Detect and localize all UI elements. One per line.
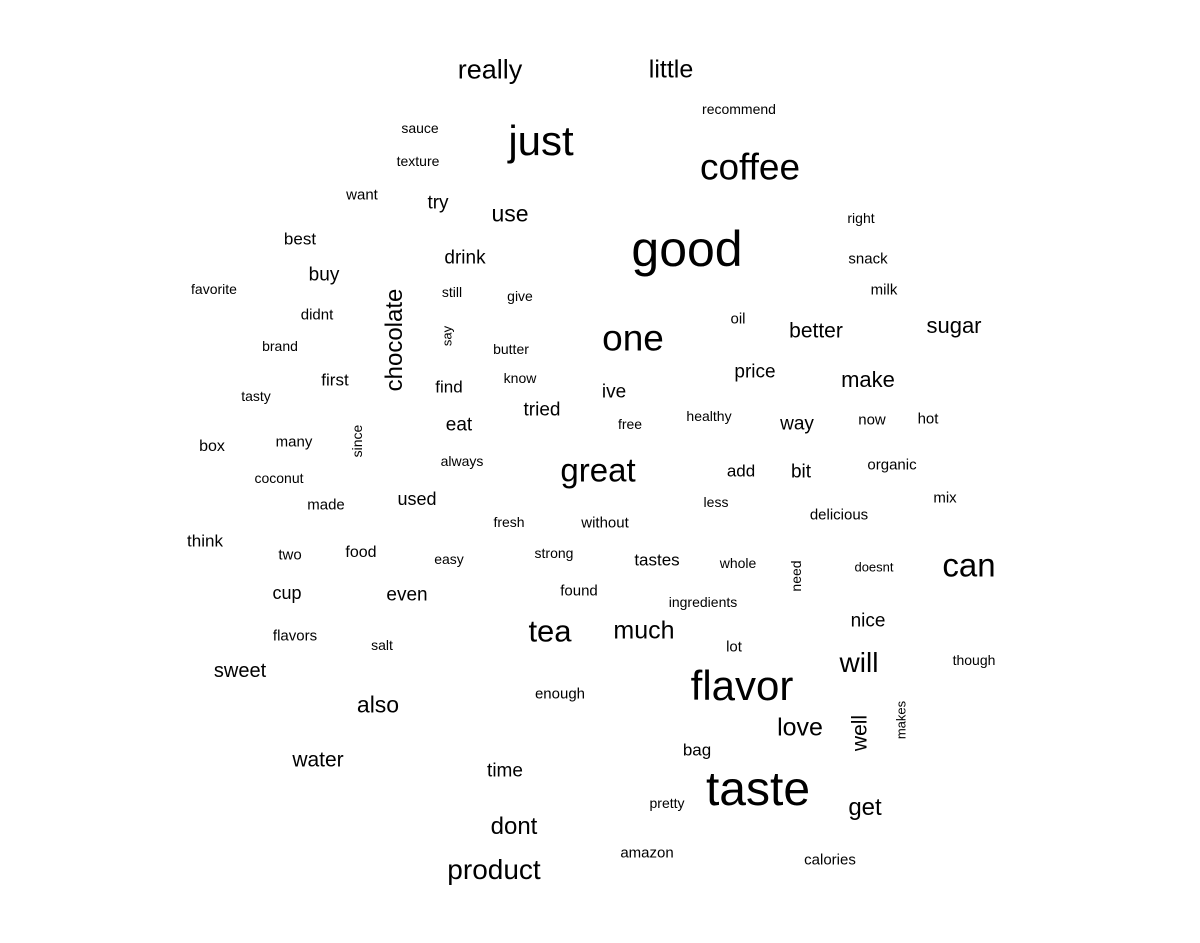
word-sweet: sweet (213, 660, 267, 682)
word-ingredients: ingredients (668, 594, 738, 610)
word-without: without (581, 514, 629, 532)
word-eat: eat (445, 414, 473, 436)
word-coconut: coconut (254, 470, 304, 486)
word-better: better (789, 319, 843, 343)
word-even: even (386, 584, 428, 606)
word-strong: strong (534, 545, 574, 561)
word-say: say (439, 325, 455, 347)
word-found: found (560, 582, 598, 600)
word-organic: organic (867, 456, 917, 474)
word-bit: bit (790, 461, 812, 483)
word-taste: taste (705, 763, 811, 816)
word-tried: tried (523, 399, 561, 421)
word-less: less (703, 494, 729, 510)
word-one: one (602, 317, 664, 359)
word-milk: milk (870, 281, 898, 299)
word-drink: drink (444, 247, 486, 269)
word-box: box (199, 438, 225, 455)
word-water: water (292, 748, 344, 772)
word-always: always (440, 453, 484, 469)
word-cup: cup (272, 583, 302, 603)
word-also: also (356, 691, 400, 718)
word-bag: bag (682, 740, 712, 760)
word-oil: oil (730, 310, 746, 328)
word-easy: easy (434, 551, 464, 567)
word-much: much (613, 616, 675, 645)
word-get: get (848, 794, 882, 821)
word-doesnt: doesnt (854, 559, 894, 575)
word-little: little (648, 55, 694, 84)
word-flavor: flavor (690, 662, 794, 709)
word-best: best (283, 229, 317, 249)
word-favorite: favorite (191, 281, 237, 297)
word-product: product (447, 854, 541, 885)
word-time: time (487, 760, 523, 782)
word-now: now (858, 411, 886, 429)
word-dont: dont (490, 813, 538, 840)
word-way: way (780, 413, 814, 435)
word-can: can (942, 546, 996, 584)
word-price: price (734, 361, 776, 383)
word-nice: nice (850, 610, 886, 632)
word-free: free (617, 416, 643, 432)
word-fresh: fresh (493, 514, 525, 530)
word-need: need (788, 560, 804, 592)
word-brand: brand (262, 338, 298, 354)
word-pretty: pretty (649, 795, 685, 811)
word-ive: ive (601, 381, 627, 403)
word-know: know (503, 370, 537, 386)
word-used: used (397, 489, 437, 509)
word-chocolate: chocolate (381, 288, 408, 392)
word-coffee: coffee (699, 146, 801, 188)
word-enough: enough (534, 685, 586, 703)
word-think: think (187, 531, 223, 551)
word-two: two (278, 546, 302, 564)
word-many: many (275, 433, 313, 451)
word-tasty: tasty (241, 388, 271, 404)
word-makes: makes (893, 700, 909, 740)
word-well: well (848, 714, 872, 752)
word-amazon: amazon (620, 844, 674, 862)
word-sugar: sugar (926, 313, 982, 338)
word-recommend: recommend (702, 101, 776, 117)
word-made: made (307, 496, 345, 514)
word-calories: calories (804, 851, 856, 869)
word-great: great (560, 451, 636, 489)
word-give: give (507, 288, 533, 304)
word-right: right (847, 210, 875, 226)
word-really: really (457, 54, 523, 85)
word-want: want (346, 186, 378, 204)
word-salt: salt (371, 637, 393, 653)
word-try: try (427, 192, 449, 214)
word-mix: mix (933, 489, 957, 507)
word-sauce: sauce (401, 120, 439, 136)
word-use: use (491, 200, 529, 227)
word-find: find (435, 377, 463, 397)
word-butter: butter (493, 341, 529, 357)
word-healthy: healthy (686, 408, 732, 424)
word-first: first (321, 370, 349, 390)
word-make: make (841, 367, 895, 392)
word-good: good (631, 221, 743, 277)
word-buy: buy (308, 264, 340, 286)
word-texture: texture (396, 153, 440, 169)
word-still: still (441, 284, 463, 300)
word-tastes: tastes (634, 550, 680, 570)
word-whole: whole (719, 555, 757, 571)
word-add: add (726, 461, 756, 481)
word-lot: lot (726, 638, 742, 656)
word-flavors: flavors (272, 627, 318, 645)
word-love: love (777, 713, 823, 742)
word-will: will (839, 647, 879, 678)
word-since: since (349, 424, 365, 458)
word-tea: tea (528, 613, 572, 649)
word-just: just (508, 117, 574, 164)
word-though: though (952, 652, 996, 668)
word-delicious: delicious (809, 506, 869, 524)
word-hot: hot (917, 410, 939, 428)
word-didnt: didnt (300, 306, 334, 324)
word-food: food (345, 544, 377, 561)
word-snack: snack (848, 250, 888, 268)
